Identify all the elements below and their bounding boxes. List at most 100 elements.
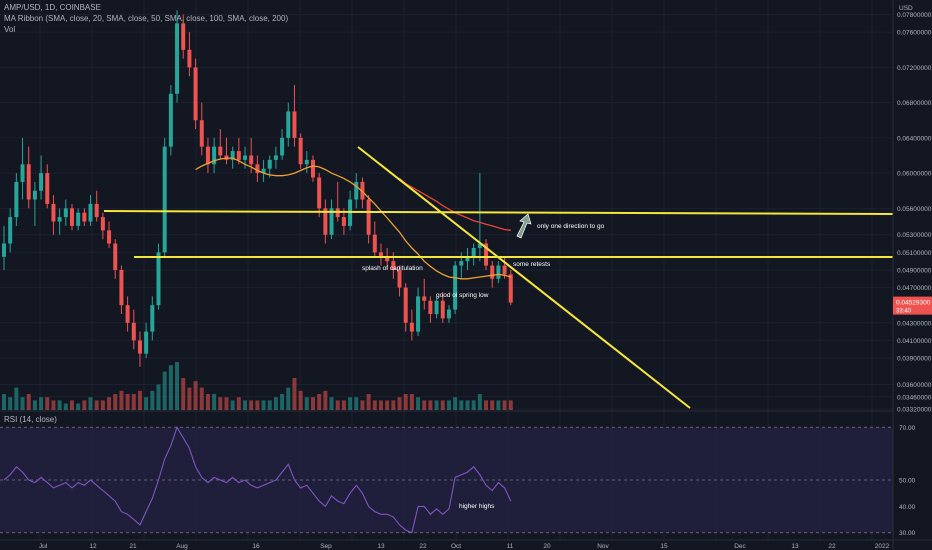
- volume-bar: [403, 394, 408, 410]
- annotation-retests: some retests: [513, 261, 551, 268]
- annotation-higher-highs: higher highs: [459, 503, 495, 510]
- candle-body: [304, 159, 309, 165]
- price-tick-label: 0.05600000: [897, 206, 932, 213]
- volume-bar: [150, 390, 155, 410]
- candle-body: [76, 212, 81, 226]
- volume-bar: [341, 400, 346, 410]
- price-tick-label: 0.07200000: [897, 65, 932, 72]
- price-tick-label: 0.06800000: [897, 100, 932, 107]
- volume-bar: [255, 400, 260, 410]
- candle-body: [292, 111, 297, 138]
- candle-body: [422, 296, 427, 301]
- volume-bar: [304, 397, 309, 410]
- price-tick-label: 0.04100000: [897, 338, 932, 345]
- time-tick-label: 22: [419, 543, 427, 550]
- volume-bar: [82, 400, 87, 410]
- candle-body: [168, 93, 173, 147]
- rsi-tick-label: 70.00: [899, 425, 916, 432]
- price-tick-label: 0.03460000: [897, 394, 932, 401]
- price-tick-label: 0.04900000: [897, 267, 932, 274]
- candle-body: [32, 190, 37, 200]
- time-tick-label: Aug: [176, 543, 188, 550]
- volume-bar: [372, 400, 377, 410]
- rsi-tick-label: 30.00: [899, 530, 916, 537]
- candle-body: [137, 340, 142, 354]
- volume-bar: [477, 394, 482, 410]
- volume-bar: [88, 397, 93, 410]
- volume-bar: [434, 400, 439, 410]
- volume-bar: [125, 394, 130, 410]
- candle-body: [181, 23, 186, 50]
- candle-body: [26, 164, 31, 200]
- time-tick-label: Sep: [320, 543, 332, 550]
- volume-bar: [199, 387, 204, 410]
- last-price-box: [893, 296, 932, 315]
- volume-bar: [354, 397, 359, 410]
- candle-body: [88, 203, 93, 222]
- time-tick-label: 13: [791, 543, 799, 550]
- volume-bar: [119, 390, 124, 410]
- volume-bar: [329, 397, 334, 410]
- price-tick-label: 0.06000000: [897, 171, 932, 178]
- time-tick-label: Dec: [734, 543, 746, 550]
- candle-body: [193, 67, 198, 121]
- volume-bar: [205, 394, 210, 410]
- candle-body: [403, 287, 408, 323]
- volume-bar: [113, 394, 118, 410]
- time-tick-label: 16: [252, 543, 260, 550]
- candle-body: [69, 208, 74, 226]
- candle-body: [14, 181, 19, 218]
- volume-bar: [348, 397, 353, 410]
- time-tick-label: Nov: [597, 543, 609, 550]
- volume-bar: [267, 400, 272, 410]
- volume-legend[interactable]: Vol: [4, 25, 16, 34]
- candle-body: [440, 300, 445, 319]
- volume-bar: [57, 400, 62, 410]
- volume-bar: [26, 394, 31, 410]
- volume-bar: [366, 394, 371, 410]
- volume-bar: [69, 400, 74, 410]
- time-tick-label: 12: [89, 543, 97, 550]
- price-tick-label: 0.05100000: [897, 250, 932, 257]
- price-tick-label: 0.03600000: [897, 382, 932, 389]
- volume-bar: [14, 387, 19, 410]
- ma-ribbon-legend[interactable]: MA Ribbon (SMA, close, 20, SMA, close, 5…: [4, 14, 289, 23]
- symbol-legend[interactable]: AMP/USD, 1D, COINBASE: [4, 3, 101, 12]
- candle-body: [391, 261, 396, 270]
- candle-body: [354, 181, 359, 200]
- candle-body: [508, 274, 513, 303]
- time-tick-label: 15: [660, 543, 668, 550]
- candle-body: [323, 208, 328, 235]
- candle-body: [175, 23, 180, 94]
- volume-bar: [446, 400, 451, 410]
- volume-bar: [292, 378, 297, 410]
- volume-bar: [490, 400, 495, 410]
- volume-bar: [453, 397, 458, 410]
- candle-body: [477, 243, 482, 248]
- candle-body: [465, 256, 470, 262]
- volume-bar: [63, 403, 68, 410]
- candle-body: [150, 305, 155, 332]
- volume-bar: [45, 397, 50, 410]
- volume-bar: [261, 400, 266, 410]
- candle-body: [496, 265, 501, 279]
- volume-bar: [360, 400, 365, 410]
- volume-bar: [323, 390, 328, 410]
- rsi-tick-label: 50.00: [899, 478, 916, 485]
- volume-bar: [236, 397, 241, 410]
- time-tick-label: 13: [377, 543, 385, 550]
- candle-body: [434, 300, 439, 315]
- rsi-legend[interactable]: RSI (14, close): [4, 415, 57, 424]
- candle-body: [366, 199, 371, 235]
- volume-bar: [428, 400, 433, 410]
- volume-bar: [397, 397, 402, 410]
- volume-bar: [484, 400, 489, 410]
- volume-bar: [459, 400, 464, 410]
- candle-body: [341, 217, 346, 226]
- candle-body: [107, 230, 112, 244]
- volume-bars: [2, 362, 513, 410]
- candle-body: [125, 305, 130, 323]
- candle-body: [502, 265, 507, 275]
- volume-bar: [94, 400, 99, 410]
